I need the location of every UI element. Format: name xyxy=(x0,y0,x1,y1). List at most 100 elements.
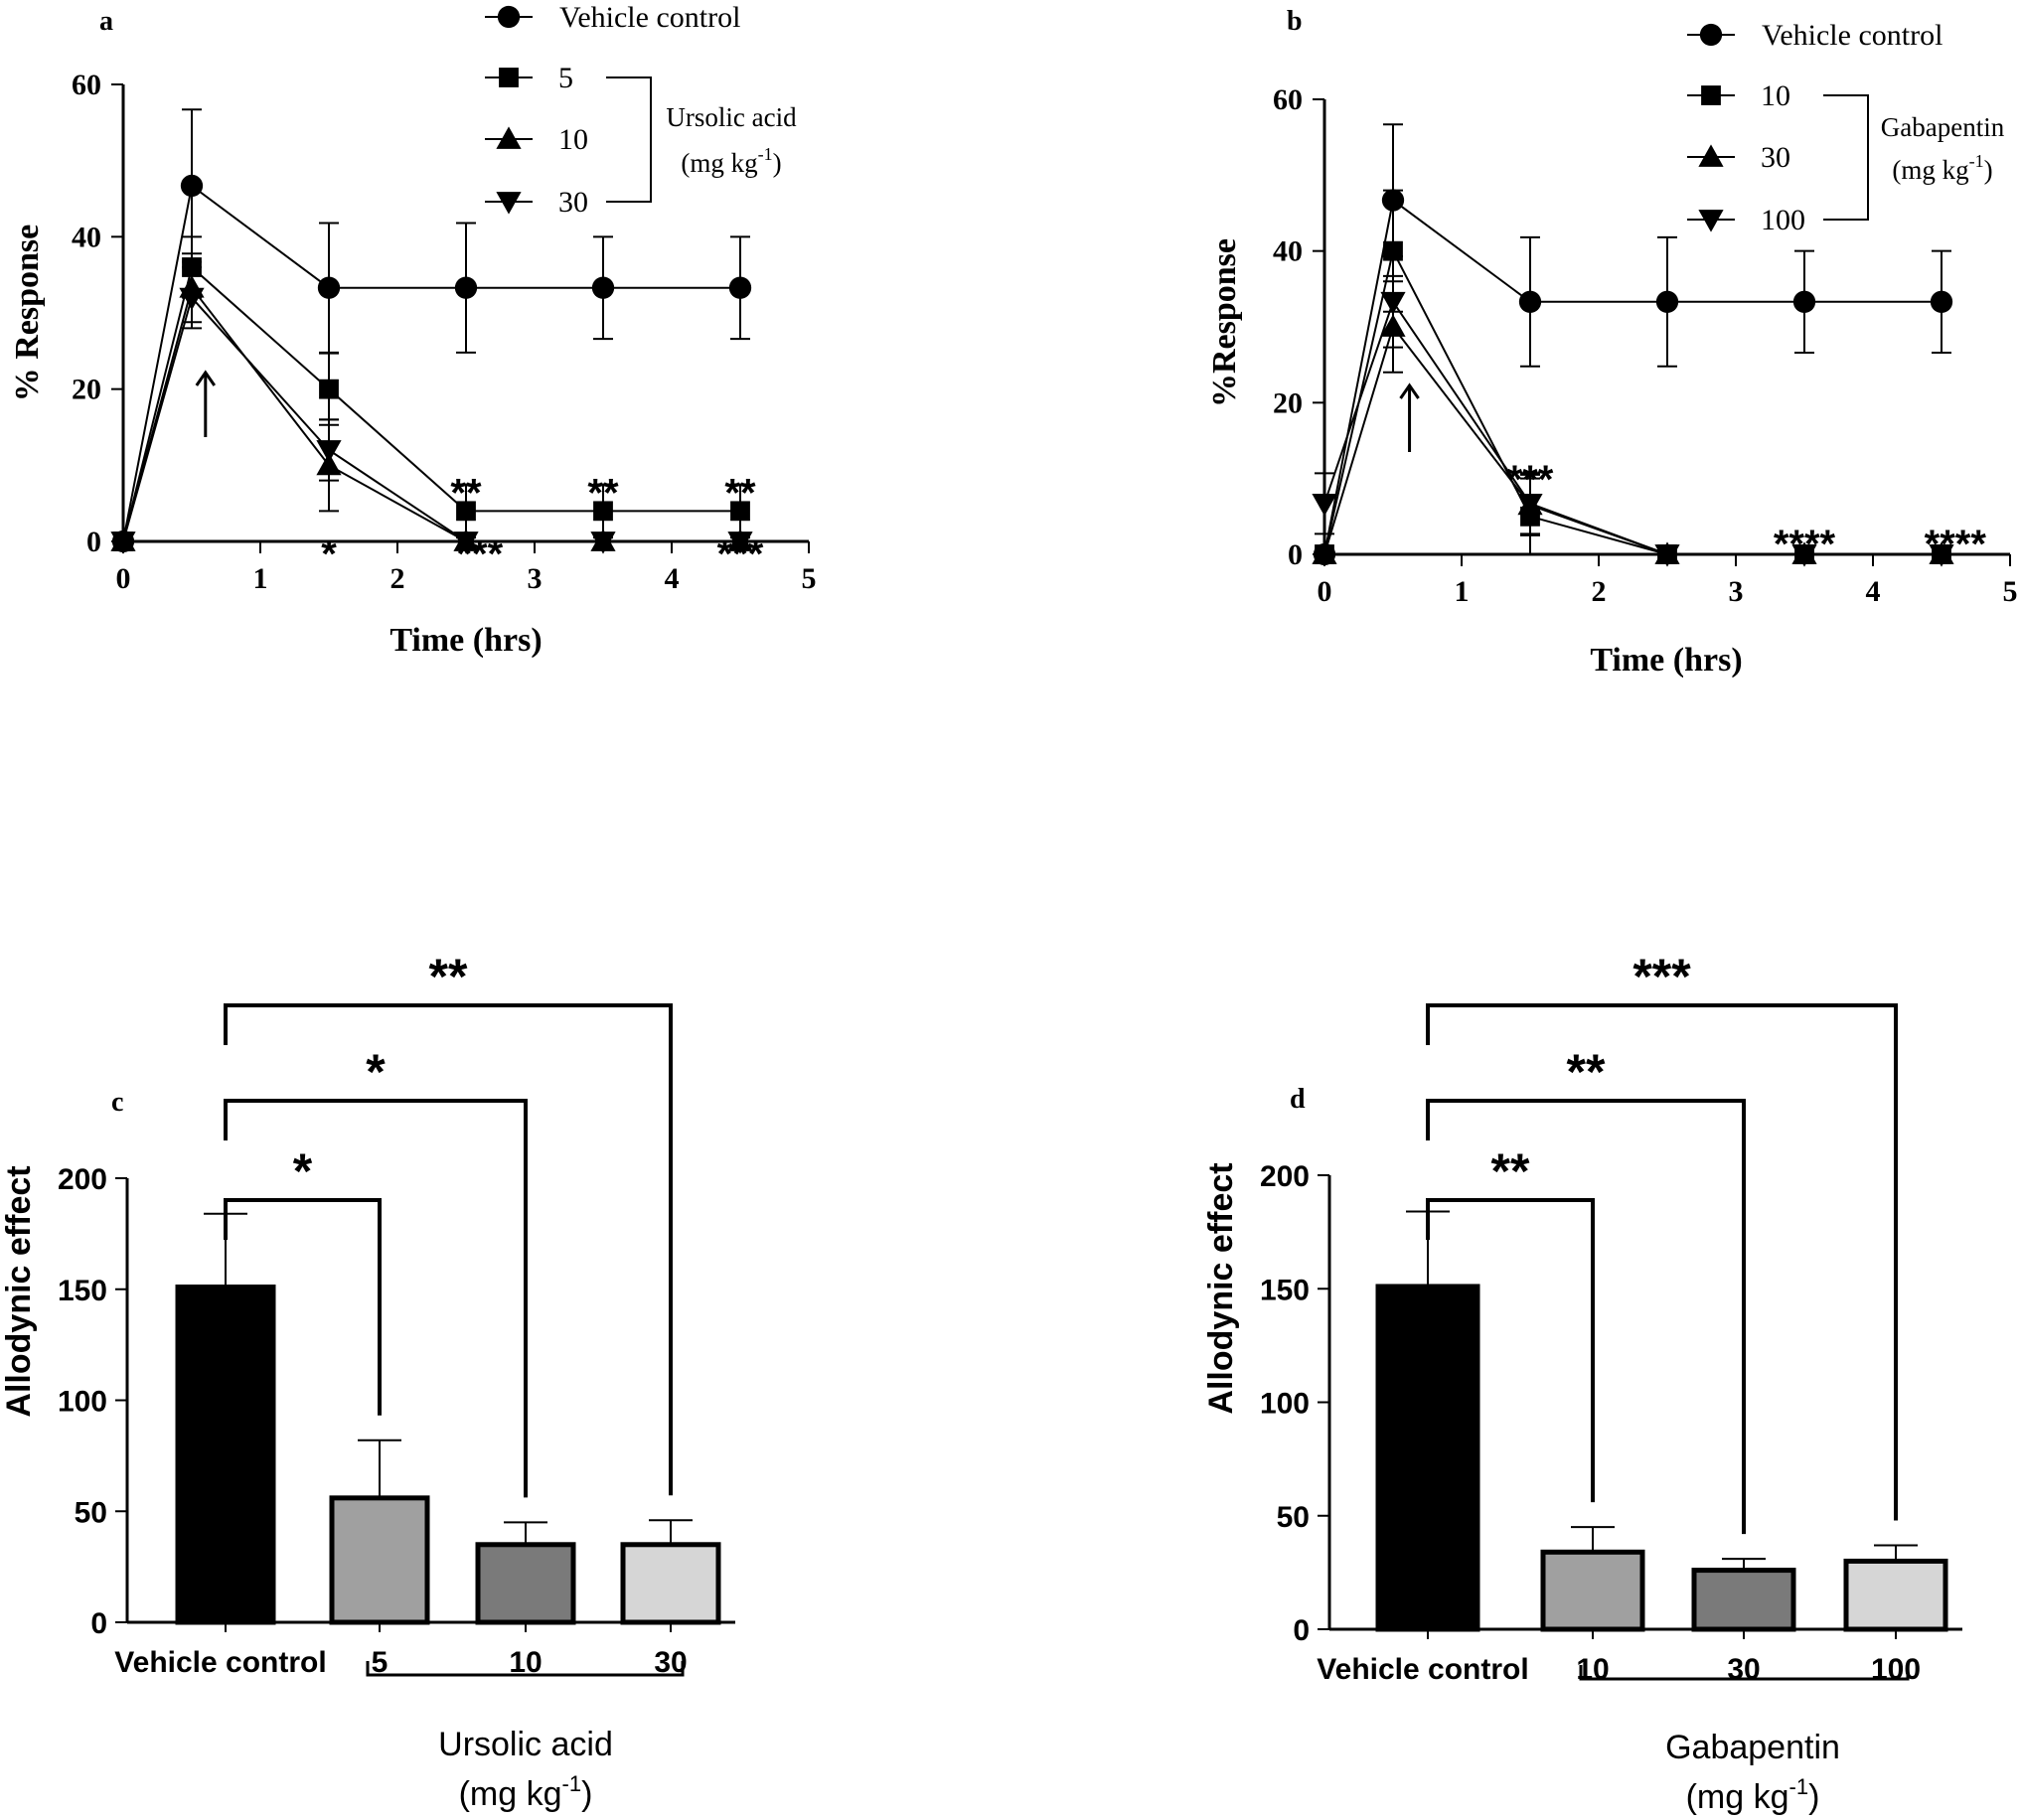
panel-a-data-point xyxy=(317,276,341,299)
panel-c-bar xyxy=(620,1542,721,1625)
panel-b-data-point xyxy=(1930,290,1953,313)
panel-a-y-axis-label: % Response xyxy=(9,225,46,402)
panel-b-data-point xyxy=(1655,290,1679,313)
panel-a-y-tick-label: 20 xyxy=(72,374,101,406)
panel-d-comparison-significance: ** xyxy=(1491,1143,1530,1199)
panel-d-category-label: Vehicle control xyxy=(1317,1653,1528,1686)
panel-a-data-point xyxy=(456,501,476,522)
panel-a-y-tick-label: 0 xyxy=(86,526,101,558)
panel-c-comparison-bracket xyxy=(224,1003,673,1496)
panel-c-category-label: Vehicle control xyxy=(114,1646,326,1679)
panel-c-category-label: 5 xyxy=(372,1646,388,1679)
panel-a-x-axis-label: Time (hrs) xyxy=(389,622,542,659)
panel-d-y-axis-label: Allodynic effect xyxy=(1202,1162,1240,1414)
panel-b-legend-marker xyxy=(1701,85,1721,105)
panel-c-y-axis-label: Allodynic effect xyxy=(0,1165,38,1417)
panel-a-arrow-head xyxy=(195,370,217,386)
panel-a-x-tick-label: 3 xyxy=(528,562,543,595)
panel-b-significance-mark: **** xyxy=(1925,523,1987,566)
panel-label-b: b xyxy=(1287,6,1303,37)
panel-d-bar xyxy=(1691,1568,1796,1632)
panel-c-y-tick-label: 50 xyxy=(75,1496,107,1529)
panel-b-legend-label-10: 10 xyxy=(1761,79,1790,112)
panel-b-series-line xyxy=(1323,299,1942,555)
panel-label-d: d xyxy=(1290,1084,1306,1115)
panel-c-y-tick-label: 100 xyxy=(58,1386,107,1419)
panel-a-x-tick-label: 1 xyxy=(253,562,268,595)
panel-a-legend-bracket xyxy=(606,76,652,203)
panel-c-bar xyxy=(175,1285,276,1625)
panel-d-category-label: 30 xyxy=(1727,1653,1760,1686)
panel-b-data-point xyxy=(1312,493,1337,517)
panel-a-legend-marker xyxy=(496,192,522,215)
panel-a-data-point xyxy=(591,276,615,299)
panel-a-legend-label-vehicle: Vehicle control xyxy=(559,1,740,34)
panel-c-comparison-significance: * xyxy=(366,1044,386,1100)
panel-b-legend-marker xyxy=(1698,144,1724,167)
panel-a-significance-mark: *** xyxy=(456,532,503,576)
panel-a-data-point xyxy=(454,276,478,299)
panel-b-x-tick-label: 4 xyxy=(1866,575,1881,608)
panel-a-legend-marker xyxy=(497,5,521,29)
panel-d-bar xyxy=(1843,1558,1948,1632)
panel-b-legend-group-name: Gabapentin xyxy=(1881,112,2005,142)
panel-a-data-point xyxy=(727,531,753,554)
panel-a-legend-label-10: 10 xyxy=(558,123,588,156)
panel-b-x-tick-label: 5 xyxy=(2003,575,2018,608)
panel-c-comparison-significance: * xyxy=(293,1143,313,1199)
panel-a-significance-mark: *** xyxy=(717,532,764,576)
panel-d-group-bracket xyxy=(1579,1665,1910,1681)
panel-c-y-tick-label: 0 xyxy=(90,1607,107,1640)
panel-a-y-tick-label: 60 xyxy=(72,69,101,101)
panel-d-y-tick-label: 100 xyxy=(1260,1388,1310,1421)
panel-b-significance-mark: *** xyxy=(1507,458,1554,502)
panel-c-y-tick-label: 150 xyxy=(58,1275,107,1307)
panel-a-data-point xyxy=(179,287,205,311)
panel-b-x-tick-label: 2 xyxy=(1592,575,1607,608)
panel-a-legend-group-name: Ursolic acid xyxy=(666,102,797,132)
panel-b-x-tick-label: 3 xyxy=(1729,575,1744,608)
panel-c-bar xyxy=(329,1495,430,1625)
panel-a-series-line xyxy=(122,184,740,542)
panel-b-data-point xyxy=(1517,493,1543,517)
panel-c-comparison-significance: ** xyxy=(429,949,468,1004)
panel-c-group-name: Ursolic acid xyxy=(438,1726,613,1763)
panel-a-x-tick-label: 5 xyxy=(802,562,817,595)
panel-b-y-axis-label: %Response xyxy=(1206,238,1243,407)
panel-b-legend-marker xyxy=(1698,210,1724,232)
panel-b-x-tick-label: 1 xyxy=(1455,575,1470,608)
panel-a-data-point xyxy=(728,276,752,299)
panel-a-series-line xyxy=(122,265,740,542)
panel-a-x-tick-label: 0 xyxy=(116,562,131,595)
panel-a-data-point xyxy=(180,174,204,198)
panel-c-group-unit: (mg kg-1) xyxy=(459,1771,593,1813)
panel-b-data-point xyxy=(1518,290,1542,313)
panel-b-series-line xyxy=(1323,198,1942,555)
panel-d-comparison-significance: ** xyxy=(1567,1044,1606,1100)
panel-d-bar xyxy=(1540,1549,1645,1632)
panel-d-comparison-bracket xyxy=(1426,1099,1746,1535)
panel-b-significance-mark: **** xyxy=(1774,523,1836,566)
panel-c-y-tick-label: 200 xyxy=(58,1163,107,1196)
panel-d-group-unit: (mg kg-1) xyxy=(1686,1774,1820,1816)
panel-a-data-point xyxy=(453,531,479,554)
panel-a-x-tick-label: 4 xyxy=(665,562,680,595)
panel-d-category-label: 100 xyxy=(1871,1653,1921,1686)
panel-b-data-point xyxy=(1380,291,1406,315)
panel-a-data-point xyxy=(593,501,613,522)
panel-label-c: c xyxy=(111,1087,123,1118)
panel-a-series-line xyxy=(122,295,740,542)
panel-b-x-tick-label: 0 xyxy=(1318,575,1332,608)
panel-a-data-point xyxy=(730,501,750,522)
panel-c-bar xyxy=(475,1542,576,1625)
panel-d-y-tick-label: 0 xyxy=(1293,1614,1310,1647)
panel-b-data-point xyxy=(1654,544,1680,567)
panel-a-series-line xyxy=(122,285,740,542)
panel-c-comparison-bracket xyxy=(224,1198,382,1416)
panel-a-legend-label-30: 30 xyxy=(558,186,588,219)
panel-b-x-axis-label: Time (hrs) xyxy=(1590,642,1742,679)
panel-a-significance-mark: ** xyxy=(724,472,756,516)
panel-b-legend-label-100: 100 xyxy=(1761,204,1805,236)
panel-a-significance-mark: ** xyxy=(587,472,619,516)
